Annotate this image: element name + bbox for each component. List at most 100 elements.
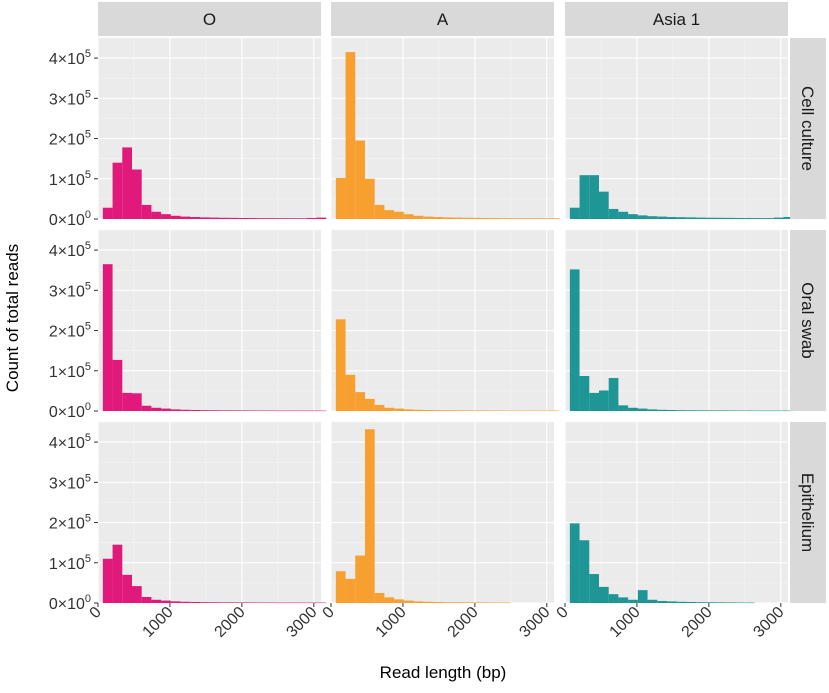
histogram-bar	[423, 601, 433, 603]
histogram-bar	[783, 216, 794, 219]
histogram-bar	[696, 217, 706, 219]
histogram-bar	[432, 216, 443, 219]
panel-background	[331, 230, 554, 411]
histogram-bar	[306, 217, 317, 219]
histogram-bar	[725, 410, 735, 411]
histogram-bar	[131, 586, 142, 603]
histogram-bar	[598, 586, 609, 603]
histogram-bar	[180, 409, 191, 411]
histogram-bar	[394, 599, 404, 603]
histogram-bar	[530, 218, 540, 219]
y-tick-label: 3×105	[49, 472, 91, 492]
histogram-bar	[209, 602, 220, 603]
panels-layer	[97, 37, 794, 604]
row-strip-label: Epithelium	[798, 473, 817, 552]
histogram-bar	[112, 544, 123, 603]
histogram-bar	[374, 592, 385, 603]
histogram-bar	[180, 216, 191, 219]
y-tick-label: 3×105	[49, 280, 91, 300]
histogram-bar	[705, 217, 716, 219]
histogram-bar	[773, 410, 784, 412]
y-tick-label: 3×105	[49, 88, 91, 108]
histogram-bar	[754, 410, 765, 412]
histogram-bar	[229, 217, 239, 219]
histogram-bar	[500, 410, 511, 412]
y-axis-title: Count of total reads	[3, 244, 22, 392]
histogram-bar	[403, 600, 414, 603]
histogram-bar	[180, 601, 191, 603]
panel-1-0	[97, 229, 327, 412]
histogram-bar	[569, 269, 580, 411]
column-strip-label: O	[203, 10, 216, 29]
histogram-bar	[452, 217, 463, 219]
histogram-bar	[705, 602, 716, 603]
histogram-bar	[725, 217, 735, 219]
x-tick-label: 0	[87, 604, 105, 622]
histogram-bar	[608, 594, 619, 603]
histogram-bar	[608, 378, 619, 411]
histogram-bar	[229, 410, 239, 411]
histogram-bar	[258, 410, 268, 412]
histogram-bar	[637, 590, 648, 603]
histogram-bar	[306, 602, 317, 604]
histogram-bar	[131, 169, 142, 219]
histogram-bar	[666, 601, 677, 603]
column-strip	[331, 2, 554, 36]
histogram-bar	[628, 407, 638, 411]
x-tick-label: 0	[554, 604, 572, 622]
histogram-bar	[151, 407, 162, 411]
histogram-bar	[500, 602, 511, 604]
histogram-bar	[637, 215, 648, 219]
histogram-bar	[238, 217, 249, 219]
x-tick-label: 1000	[607, 604, 644, 641]
histogram-bar	[744, 410, 755, 412]
histogram-bar	[364, 429, 375, 603]
x-tick-label: 2000	[679, 604, 716, 641]
histogram-bar	[122, 574, 132, 603]
histogram-bar	[589, 392, 599, 411]
column-strip-label: A	[437, 10, 449, 29]
panel-background	[98, 230, 321, 411]
histogram-bar	[764, 410, 774, 412]
histogram-bar	[190, 409, 200, 411]
histogram-bar	[335, 177, 346, 219]
histogram-bar	[316, 217, 327, 219]
column-strip-label: Asia 1	[653, 10, 700, 29]
histogram-bar	[618, 405, 629, 411]
panel-0-0	[97, 37, 327, 220]
histogram-bar	[657, 409, 667, 411]
strips-layer: O A Asia 1 Cell culture Oral swab Epithelium	[98, 2, 826, 603]
y-tick-label: 2×105	[49, 129, 91, 149]
panel-background	[565, 38, 788, 219]
row-strip	[790, 38, 826, 219]
histogram-bar	[549, 410, 560, 412]
y-tick-label: 1×105	[49, 169, 91, 189]
histogram-bar	[355, 555, 365, 603]
histogram-bar	[355, 392, 365, 411]
histogram-bar	[102, 264, 113, 411]
histogram-bar	[170, 409, 181, 411]
row-strip	[790, 230, 826, 411]
histogram-bar	[394, 408, 404, 411]
histogram-bar	[608, 208, 619, 219]
histogram-bar	[432, 601, 443, 603]
histogram-bar	[734, 410, 745, 412]
histogram-bar	[539, 218, 550, 219]
panel-background	[98, 422, 321, 603]
histogram-bar	[705, 410, 716, 411]
histogram-bar	[394, 211, 404, 219]
histogram-bar	[442, 602, 453, 603]
x-tick-label: 1000	[140, 604, 177, 641]
histogram-bar	[248, 218, 259, 219]
histogram-bar	[686, 410, 697, 411]
histogram-bar	[316, 410, 327, 412]
histogram-bar	[219, 602, 230, 603]
panel-background	[565, 230, 788, 411]
histogram-bar	[277, 602, 288, 604]
histogram-bar	[374, 404, 385, 411]
histogram-bar	[686, 217, 697, 219]
histogram-bar	[297, 218, 307, 219]
histogram-bar	[744, 218, 755, 219]
histogram-bar	[209, 410, 220, 411]
